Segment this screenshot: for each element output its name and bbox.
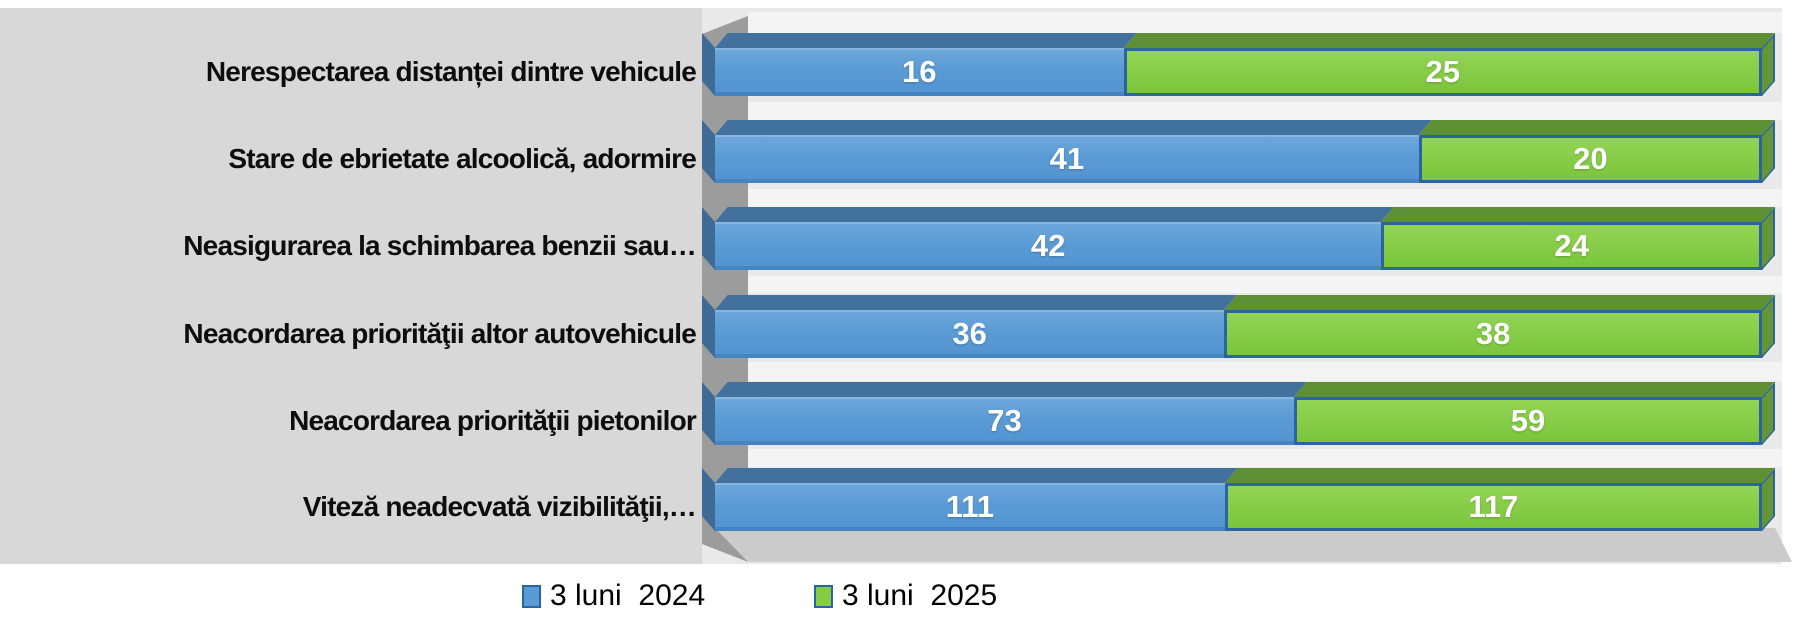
bar-top-face — [1123, 33, 1775, 48]
legend-item-2024[interactable]: 3 luni 2024 — [522, 578, 705, 614]
legend-label: 3 luni 2024 — [550, 579, 706, 612]
bar-value-label: 24 — [1554, 228, 1589, 263]
category-label: Viteză neadecvată vizibilităţii,… — [302, 491, 697, 522]
bar-value-label: 42 — [1030, 228, 1066, 263]
plot-gap-stripe — [748, 362, 1782, 381]
bar-top-face — [1381, 207, 1775, 222]
bar-segment-2025[interactable]: 20 — [1418, 120, 1775, 183]
bar-segment-2025[interactable]: 24 — [1381, 207, 1775, 270]
bar-segment-2024[interactable]: 41 — [702, 120, 1432, 183]
bar-segment-2024[interactable]: 16 — [702, 33, 1137, 96]
bar-segment-2025[interactable]: 25 — [1123, 33, 1775, 96]
category-label: Stare de ebrietate alcoolică, adormire — [228, 143, 696, 174]
legend-swatch-blue — [522, 584, 541, 608]
bar-value-label: 38 — [1475, 316, 1511, 351]
bar-row: 111 117 — [702, 468, 1775, 531]
bar-top-face — [1294, 382, 1775, 397]
bar-value-label: 20 — [1573, 141, 1608, 176]
bar-top-face — [1418, 120, 1775, 135]
bar-segment-2025[interactable]: 59 — [1294, 382, 1775, 445]
category-label: Neasigurarea la schimbarea benzii sau… — [183, 230, 697, 261]
legend-item-2025[interactable]: 3 luni 2025 — [814, 578, 997, 614]
plot-gap-stripe — [748, 276, 1782, 293]
bar-value-label: 36 — [952, 316, 987, 351]
bar-top-face — [715, 33, 1137, 48]
bar-row: 73 59 — [702, 382, 1775, 445]
bar-row: 42 24 — [702, 207, 1775, 270]
bar-value-label: 25 — [1425, 54, 1461, 89]
bar-top-face — [715, 382, 1307, 397]
bar-segment-2024[interactable]: 36 — [702, 295, 1237, 358]
category-label: Neacordarea priorităţii pietonilor — [289, 405, 697, 436]
bar-segment-2024[interactable]: 73 — [702, 382, 1307, 445]
category-label: Neacordarea priorităţii altor autovehicu… — [183, 318, 696, 349]
bar-top-face — [715, 468, 1238, 483]
bar-value-label: 111 — [945, 489, 995, 524]
category-label: Nerespectarea distanței dintre vehicule — [205, 56, 697, 87]
bar-value-label: 16 — [902, 54, 937, 89]
bar-row: 36 38 — [702, 295, 1775, 358]
plot-gap-stripe — [748, 12, 1782, 33]
plot-gap-stripe — [748, 189, 1782, 207]
bar-segment-2025[interactable]: 117 — [1224, 468, 1775, 531]
bar-top-face — [715, 295, 1237, 310]
bar-segment-2024[interactable]: 42 — [702, 207, 1394, 270]
bar-top-face — [715, 120, 1432, 135]
bar-value-label: 73 — [987, 403, 1022, 438]
plot-gap-stripe — [748, 102, 1782, 120]
legend-swatch-green — [814, 584, 833, 608]
bar-top-face — [1224, 468, 1775, 483]
bar-segment-2025[interactable]: 38 — [1224, 295, 1775, 358]
chart-3d-floor — [715, 528, 1792, 562]
bar-value-label: 117 — [1468, 489, 1519, 524]
category-axis-background — [0, 8, 702, 564]
bar-value-label: 59 — [1510, 403, 1546, 438]
bar-value-label: 41 — [1049, 141, 1085, 176]
bar-row: 16 25 — [702, 33, 1775, 96]
legend-label: 3 luni 2025 — [842, 579, 998, 612]
bar-row: 41 20 — [702, 120, 1775, 183]
bar-top-face — [1224, 295, 1775, 310]
bar-top-face — [715, 207, 1394, 222]
bar-segment-2024[interactable]: 111 — [702, 468, 1238, 531]
plot-gap-stripe — [748, 449, 1782, 467]
